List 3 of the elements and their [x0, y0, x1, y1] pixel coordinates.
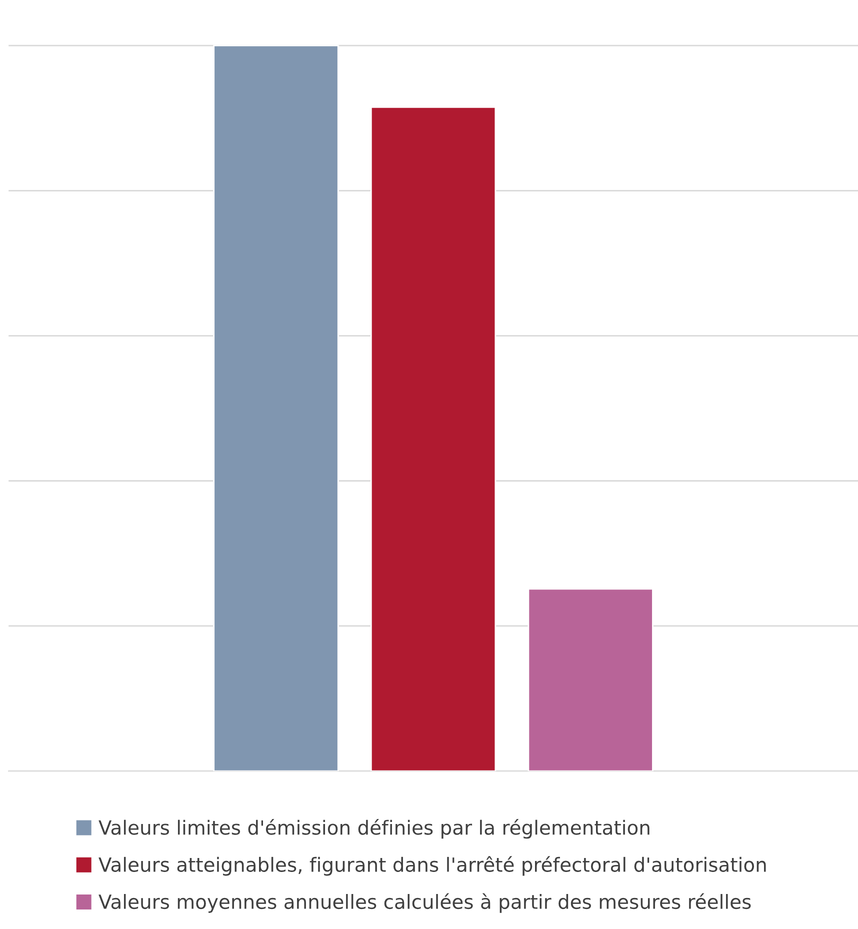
- legend-label: Valeurs moyennes annuelles calculées à partir des mesures réelles: [98, 893, 751, 913]
- legend-label: Valeurs limites d'émission définies par la réglementation: [98, 819, 650, 839]
- legend-label: Valeurs atteignables, figurant dans l'arrêté préfectoral d'autorisation: [98, 856, 766, 876]
